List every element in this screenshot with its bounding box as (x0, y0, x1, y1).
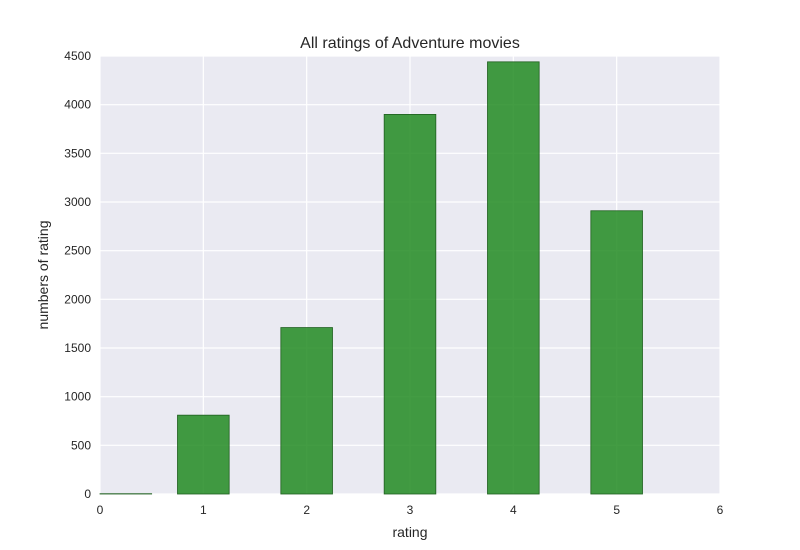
y-tick-label: 3000 (64, 195, 91, 209)
y-tick-label: 4500 (64, 49, 91, 63)
bar (590, 210, 643, 495)
y-tick-labels: 0 500 1000 1500 2000 2500 3000 3500 4000 4500 (64, 49, 91, 501)
y-tick-label: 500 (71, 438, 91, 452)
x-tick-label: 3 (407, 503, 414, 517)
y-tick-label: 1000 (64, 390, 91, 404)
chart-title: All ratings of Adventure movies (300, 35, 520, 52)
x-tick-label: 2 (303, 503, 310, 517)
x-tick-label: 1 (200, 503, 207, 517)
y-tick-label: 2000 (64, 292, 91, 306)
x-tick-labels: 0 1 2 3 4 5 6 (97, 503, 724, 517)
y-tick-label: 2500 (64, 244, 91, 258)
x-tick-label: 4 (510, 503, 517, 517)
y-tick-label: 1500 (64, 341, 91, 355)
x-tick-label: 5 (613, 503, 620, 517)
bar (487, 61, 540, 495)
y-tick-label: 0 (84, 487, 91, 501)
y-tick-label: 3500 (64, 146, 91, 160)
bars (99, 61, 643, 495)
x-tick-label: 6 (717, 503, 724, 517)
bar (280, 327, 333, 495)
y-axis-label: numbers of rating (35, 221, 51, 330)
x-tick-label: 0 (97, 503, 104, 517)
bar (177, 414, 230, 495)
bar (383, 114, 437, 495)
x-axis-label: rating (392, 524, 427, 540)
y-tick-label: 4000 (64, 98, 91, 112)
